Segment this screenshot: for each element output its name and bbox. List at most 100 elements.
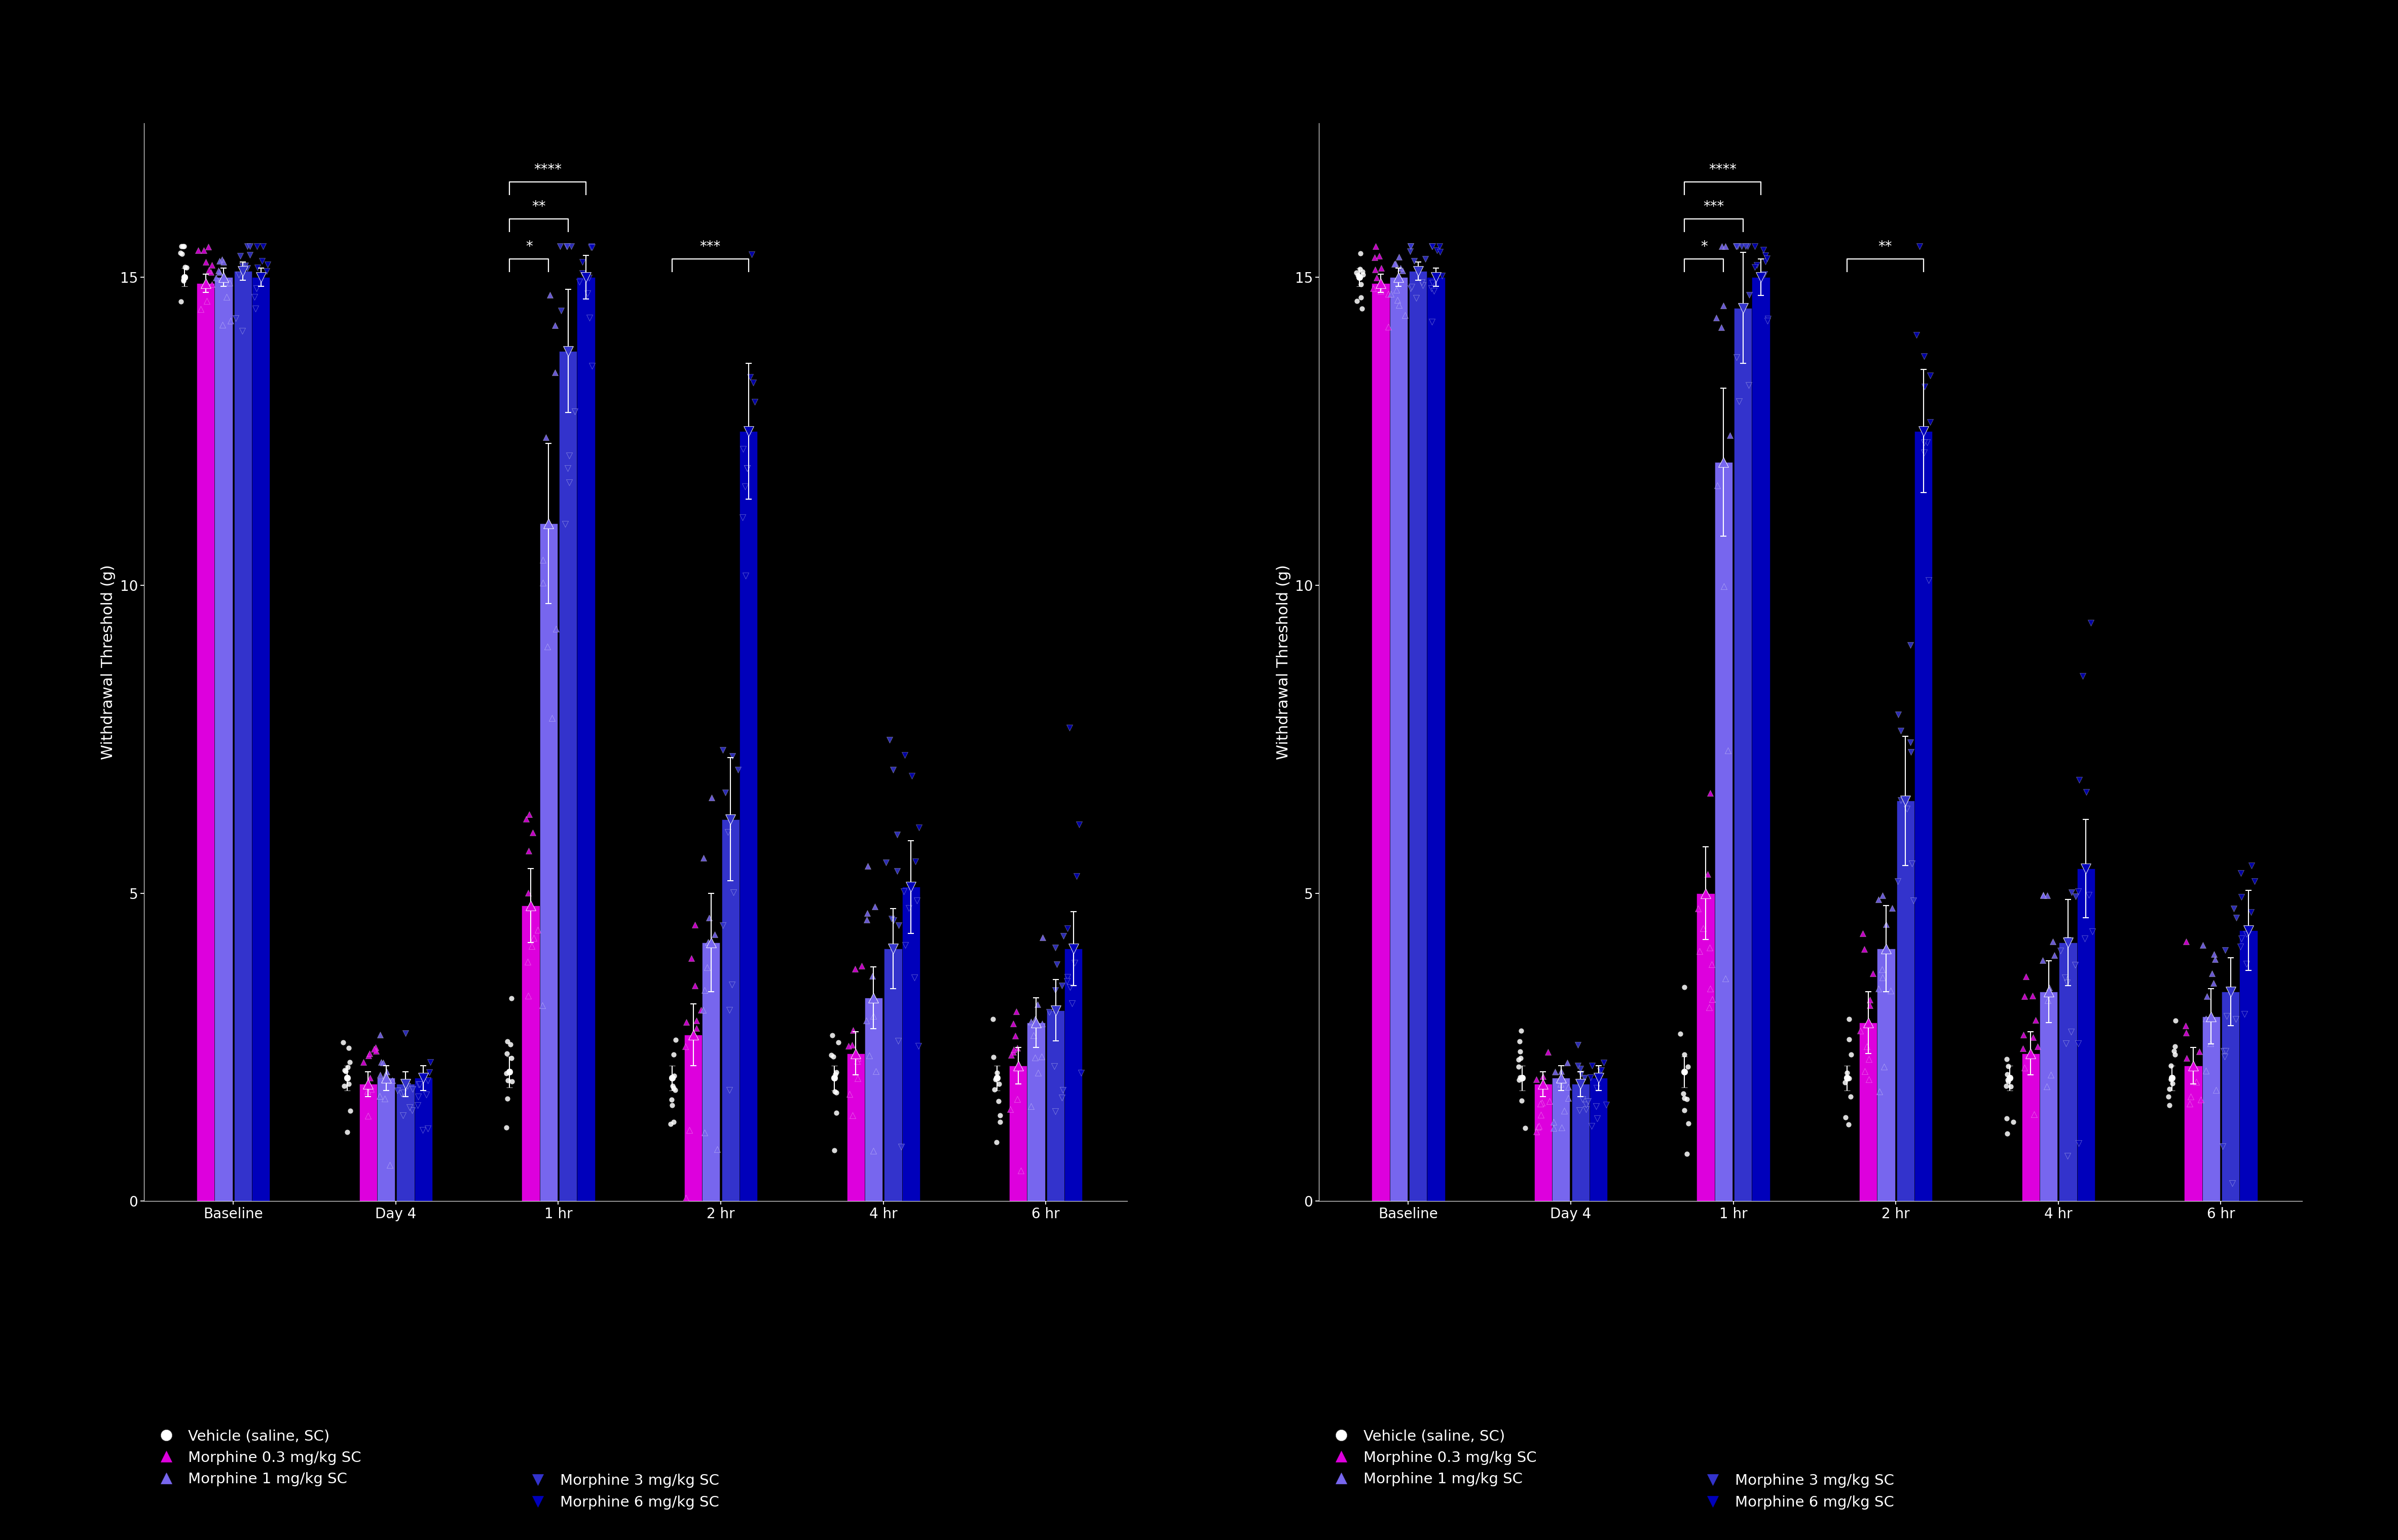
Point bbox=[1386, 303, 1424, 328]
Point bbox=[978, 1089, 1017, 1113]
Point bbox=[204, 248, 242, 273]
Point bbox=[1710, 738, 1748, 762]
Point bbox=[2048, 1144, 2086, 1169]
Point bbox=[892, 875, 930, 899]
Point bbox=[1024, 926, 1062, 950]
Point bbox=[2053, 879, 2091, 904]
Point bbox=[168, 256, 206, 280]
Point bbox=[976, 1067, 1014, 1092]
Point bbox=[1580, 1066, 1619, 1090]
Bar bbox=[902, 887, 921, 1201]
Point bbox=[1549, 1086, 1587, 1110]
Point bbox=[223, 319, 261, 343]
Point bbox=[998, 999, 1036, 1024]
Point bbox=[1036, 935, 1074, 959]
Point bbox=[487, 1115, 525, 1140]
Point bbox=[885, 879, 923, 904]
Point bbox=[2048, 930, 2086, 955]
Point bbox=[2235, 869, 2273, 893]
Point bbox=[2017, 1007, 2055, 1032]
Point bbox=[180, 237, 218, 262]
Point bbox=[1343, 259, 1381, 283]
Point bbox=[2216, 1007, 2254, 1032]
Point bbox=[1523, 1090, 1561, 1115]
Point bbox=[547, 234, 585, 259]
Point bbox=[410, 1060, 448, 1084]
Point bbox=[669, 1118, 707, 1143]
Point bbox=[1379, 288, 1417, 313]
Point bbox=[681, 998, 719, 1023]
Point bbox=[1019, 1061, 1058, 1086]
Point bbox=[1412, 234, 1451, 259]
Point bbox=[846, 1009, 885, 1033]
Point bbox=[870, 727, 909, 752]
Point bbox=[163, 234, 201, 259]
Point bbox=[1698, 473, 1736, 497]
Point bbox=[571, 236, 609, 260]
Point bbox=[2067, 856, 2105, 881]
Point bbox=[1842, 1018, 1880, 1043]
Point bbox=[1036, 1100, 1074, 1124]
Point bbox=[674, 1023, 712, 1047]
Point bbox=[223, 254, 261, 279]
Point bbox=[2149, 1084, 2187, 1109]
Point bbox=[360, 1023, 398, 1047]
Point bbox=[1664, 1043, 1703, 1067]
Point bbox=[652, 1087, 691, 1112]
Point bbox=[1398, 259, 1436, 283]
Point bbox=[1523, 1064, 1561, 1089]
Point bbox=[1573, 1053, 1611, 1078]
Point bbox=[1566, 1092, 1604, 1116]
Point bbox=[1846, 1060, 1885, 1084]
Point bbox=[165, 254, 204, 279]
Point bbox=[228, 256, 266, 280]
Point bbox=[506, 807, 544, 832]
Point bbox=[1887, 788, 1926, 813]
Point bbox=[561, 270, 600, 294]
Point bbox=[1854, 961, 1892, 986]
Bar bbox=[846, 1053, 866, 1201]
Point bbox=[2067, 779, 2105, 804]
Point bbox=[2206, 938, 2245, 962]
Point bbox=[1906, 374, 1945, 399]
Point bbox=[2187, 1006, 2225, 1030]
Point bbox=[535, 360, 573, 385]
Point bbox=[1338, 290, 1376, 314]
Legend: Vehicle (saline, SC), Morphine 0.3 mg/kg SC, Morphine 1 mg/kg SC: Vehicle (saline, SC), Morphine 0.3 mg/kg… bbox=[151, 1429, 362, 1486]
Point bbox=[1000, 1053, 1038, 1078]
Point bbox=[2194, 970, 2233, 995]
Point bbox=[695, 922, 734, 947]
Point bbox=[1360, 243, 1398, 268]
Point bbox=[1825, 1070, 1863, 1095]
Point bbox=[1705, 293, 1743, 317]
Point bbox=[2057, 884, 2096, 909]
Point bbox=[1882, 788, 1921, 813]
Point bbox=[1376, 253, 1415, 277]
Point bbox=[237, 234, 276, 259]
Point bbox=[1719, 234, 1758, 259]
Point bbox=[513, 933, 552, 958]
Point bbox=[516, 926, 554, 950]
Point bbox=[1549, 1050, 1587, 1075]
Point bbox=[1542, 1115, 1580, 1140]
Bar bbox=[2041, 992, 2057, 1201]
Point bbox=[204, 313, 242, 337]
Point bbox=[2228, 922, 2266, 947]
Bar bbox=[1010, 1066, 1026, 1201]
Point bbox=[712, 972, 751, 996]
Point bbox=[1830, 1066, 1868, 1090]
Point bbox=[1667, 1141, 1705, 1166]
Point bbox=[1376, 251, 1415, 276]
Point bbox=[1988, 1067, 2026, 1092]
Point bbox=[1719, 390, 1758, 414]
Point bbox=[235, 296, 273, 320]
Point bbox=[1710, 424, 1748, 448]
Point bbox=[837, 1049, 875, 1073]
Point bbox=[1566, 1066, 1604, 1090]
Point bbox=[403, 1118, 441, 1143]
Point bbox=[1717, 234, 1755, 259]
Point bbox=[1518, 1067, 1556, 1092]
Point bbox=[1664, 1098, 1703, 1123]
Bar bbox=[1590, 1078, 1607, 1201]
Point bbox=[1851, 987, 1890, 1012]
